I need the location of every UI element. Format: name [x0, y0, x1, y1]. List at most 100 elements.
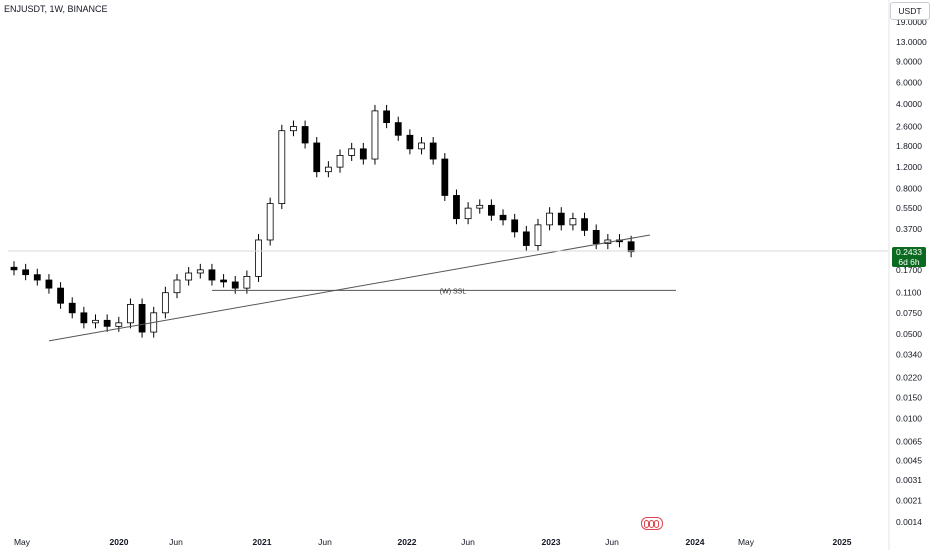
- price-tick-label: 0.1100: [896, 288, 922, 298]
- time-tick-label: Jun: [605, 537, 619, 547]
- candle-body: [592, 229, 600, 245]
- last-price-value: 0.2433: [896, 247, 922, 257]
- price-tick-label: 0.1700: [896, 265, 922, 275]
- candle-body: [173, 279, 181, 294]
- price-tick-label: 9.0000: [896, 56, 922, 66]
- candle-body: [453, 195, 460, 220]
- price-tick-label: 19.0000: [896, 17, 927, 27]
- candle-body: [255, 239, 262, 277]
- candle-body: [301, 126, 309, 144]
- price-tick-label: 0.0750: [896, 308, 922, 318]
- candle-body: [57, 287, 64, 304]
- price-tick-label: 0.8000: [896, 183, 922, 193]
- price-tick-label: 1.2000: [896, 162, 922, 172]
- candle-body: [80, 312, 88, 324]
- time-axis: May 2020 Jun 2021 Jun 2022 Jun 2023 Jun 2024 May 20…: [14, 537, 852, 547]
- price-tick-label: 0.0021: [896, 496, 922, 506]
- time-tick-label: 2021: [253, 537, 272, 547]
- candle-body: [569, 218, 577, 226]
- time-tick-label: 2024: [686, 537, 705, 547]
- candle-body: [627, 241, 635, 253]
- candle-body: [324, 166, 332, 173]
- candle-body: [499, 214, 507, 221]
- currency-selector[interactable]: USDT: [890, 2, 930, 20]
- drawings-layer: (W) SSL: [8, 234, 888, 342]
- candle-body: [394, 122, 402, 136]
- candle-body: [290, 126, 297, 132]
- candle-body: [371, 110, 379, 160]
- price-tick-label: 0.0150: [896, 392, 922, 402]
- price-axis: 19.0000 13.0000 9.0000 6.0000 4.0000 2.6000 1.…: [888, 0, 927, 550]
- candle-body: [127, 304, 134, 324]
- candle-body: [161, 292, 169, 314]
- time-tick-label: Jun: [461, 537, 475, 547]
- candle-body: [476, 204, 484, 209]
- price-tick-label: 13.0000: [896, 37, 927, 47]
- countdown-value: 6d 6h: [898, 257, 920, 267]
- candle-body: [581, 218, 588, 231]
- candle-body: [231, 281, 239, 289]
- candle-body: [557, 212, 565, 226]
- time-tick-label: 2025: [833, 537, 852, 547]
- price-tick-label: 0.5500: [896, 203, 922, 213]
- candle-body: [22, 269, 30, 276]
- time-tick-label: Jun: [318, 537, 332, 547]
- price-tick-label: 0.0014: [896, 517, 922, 527]
- price-tick-label: 1.8000: [896, 141, 922, 151]
- candle-body: [45, 279, 53, 289]
- price-tick-label: 0.0340: [896, 349, 922, 359]
- candle-body: [348, 148, 356, 156]
- candle-body: [103, 319, 111, 327]
- candle-body: [278, 130, 286, 204]
- candle-body: [266, 203, 274, 241]
- candle-body: [33, 274, 41, 281]
- candle-body: [522, 231, 530, 246]
- candle-body: [546, 212, 554, 226]
- tradingview-logo-icon[interactable]: [641, 517, 663, 530]
- last-price-tag: 0.2433 6d 6h: [892, 247, 926, 267]
- time-tick-label: Jun: [169, 537, 183, 547]
- time-tick-label: May: [14, 537, 31, 547]
- candle-body: [68, 302, 76, 314]
- candle-body: [10, 266, 18, 271]
- trendline: [48, 234, 651, 342]
- candle-body: [441, 158, 449, 196]
- candle-body: [313, 142, 321, 173]
- candle-body: [138, 304, 146, 333]
- price-tick-label: 0.0220: [896, 372, 922, 382]
- price-tick-label: 0.0065: [896, 436, 922, 446]
- ssl-label: (W) SSL: [440, 288, 467, 295]
- candle-body: [243, 275, 251, 289]
- candle-body: [464, 207, 472, 220]
- candle-body: [185, 272, 193, 281]
- price-tick-label: 6.0000: [896, 78, 922, 88]
- candle-body: [487, 204, 495, 216]
- candle-body: [115, 322, 123, 327]
- price-tick-label: 0.0100: [896, 414, 922, 424]
- candle-body: [383, 110, 391, 124]
- time-tick-label: May: [738, 537, 755, 547]
- candle-body: [336, 155, 344, 168]
- time-tick-label: 2022: [398, 537, 417, 547]
- candle-body: [208, 269, 216, 281]
- symbol-title[interactable]: ENJUSDT, 1W, BINANCE: [4, 4, 108, 14]
- candle-body: [406, 134, 414, 150]
- time-tick-label: 2023: [542, 537, 561, 547]
- price-tick-label: 4.0000: [896, 99, 922, 109]
- price-tick-label: 0.3700: [896, 224, 922, 234]
- candles-layer: [10, 104, 635, 338]
- candle-body: [92, 319, 99, 324]
- candle-body: [511, 219, 519, 233]
- time-tick-label: 2020: [110, 537, 129, 547]
- price-tick-label: 0.0031: [896, 475, 922, 485]
- candle-body: [359, 148, 367, 160]
- price-tick-label: 0.0500: [896, 329, 922, 339]
- candle-body: [196, 269, 204, 274]
- candle-body: [418, 142, 425, 150]
- candle-body: [220, 279, 227, 283]
- candle-body: [534, 224, 542, 246]
- price-tick-label: 0.0045: [896, 456, 922, 466]
- candle-body: [429, 142, 437, 160]
